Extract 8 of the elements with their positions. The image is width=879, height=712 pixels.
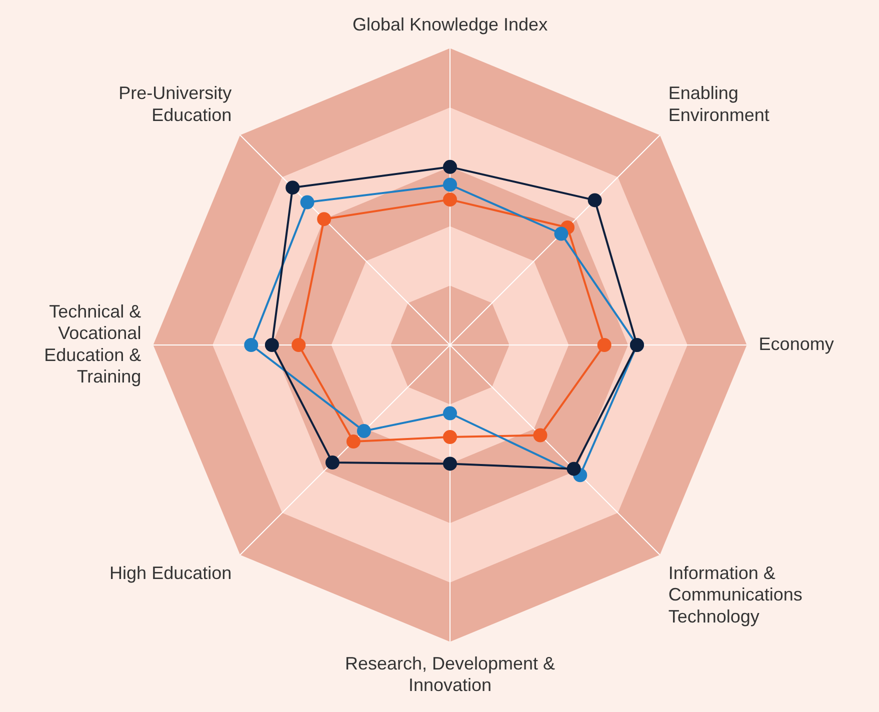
spoke-label: Enabling Environment — [668, 83, 770, 125]
spoke-label: Economy — [758, 334, 834, 354]
spoke-label: High Education — [110, 563, 232, 584]
spoke-label: Technical & Vocational Education & Training — [44, 302, 142, 386]
spoke-label: Research, Development & Innovation — [344, 654, 556, 696]
spoke-label: Information & Communications Technology — [668, 563, 802, 626]
spoke-label: Global Knowledge Index — [352, 14, 548, 34]
spoke-label: Pre-University Education — [118, 83, 232, 125]
